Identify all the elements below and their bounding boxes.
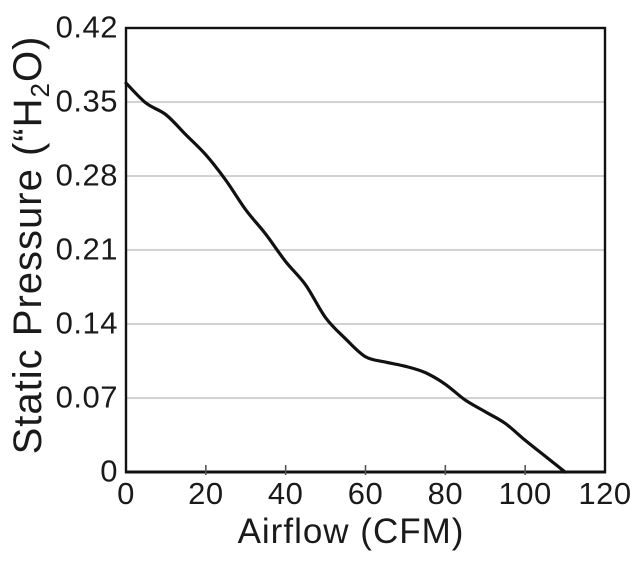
x-tick-label: 120	[578, 476, 632, 511]
y-tick-label: 0.42	[55, 9, 118, 45]
y-tick-label: 0.35	[55, 83, 118, 119]
x-tick-label: 0	[117, 476, 135, 511]
fan-curve-line	[124, 81, 567, 474]
x-tick-label: 100	[498, 476, 552, 511]
x-axis-title: Airflow (CFM)	[237, 512, 465, 551]
y-tick-label: 0	[100, 453, 118, 489]
x-tick-label: 40	[267, 476, 304, 511]
y-tick-label: 0.21	[55, 231, 118, 267]
x-tick-label: 20	[188, 476, 224, 511]
x-tick-label: 60	[347, 476, 384, 511]
y-tick-label: 0.14	[55, 305, 118, 341]
y-tick-label: 0.28	[55, 157, 118, 193]
x-tick-label: 80	[427, 476, 464, 511]
y-tick-label: 0.07	[55, 379, 118, 415]
